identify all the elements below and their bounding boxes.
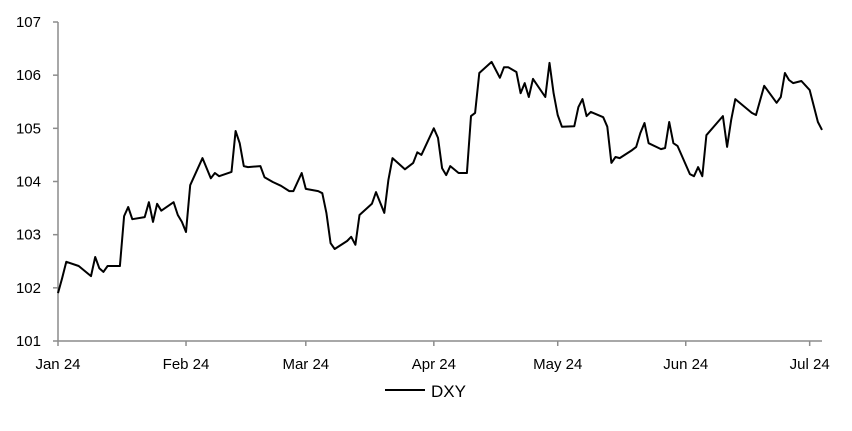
x-tick-label: Feb 24 — [163, 356, 210, 373]
x-tick-label: Jan 24 — [35, 356, 80, 373]
y-tick-label: 102 — [16, 280, 41, 297]
legend-label-dxy: DXY — [431, 382, 466, 401]
x-tick-label: Jun 24 — [663, 356, 708, 373]
series-line-dxy — [57, 60, 823, 294]
y-tick-label: 105 — [16, 120, 41, 137]
x-axis-ticks: Jan 24 Feb 24 Mar 24 Apr 24 May 24 Jun 24 Jul … — [35, 341, 830, 373]
x-tick-label: Mar 24 — [282, 356, 329, 373]
y-tick-label: 107 — [16, 14, 41, 31]
y-tick-label: 101 — [16, 333, 41, 350]
y-tick-label: 104 — [16, 174, 41, 191]
legend: DXY — [385, 382, 466, 401]
y-tick-label: 106 — [16, 67, 41, 84]
y-tick-label: 103 — [16, 227, 41, 244]
x-tick-label: Apr 24 — [412, 356, 456, 373]
x-tick-label: May 24 — [533, 356, 582, 373]
axes — [57, 22, 822, 342]
y-axis-ticks: 101 102 103 104 105 106 107 — [16, 14, 58, 350]
x-tick-label: Jul 24 — [790, 356, 830, 373]
series-layer — [57, 60, 823, 294]
